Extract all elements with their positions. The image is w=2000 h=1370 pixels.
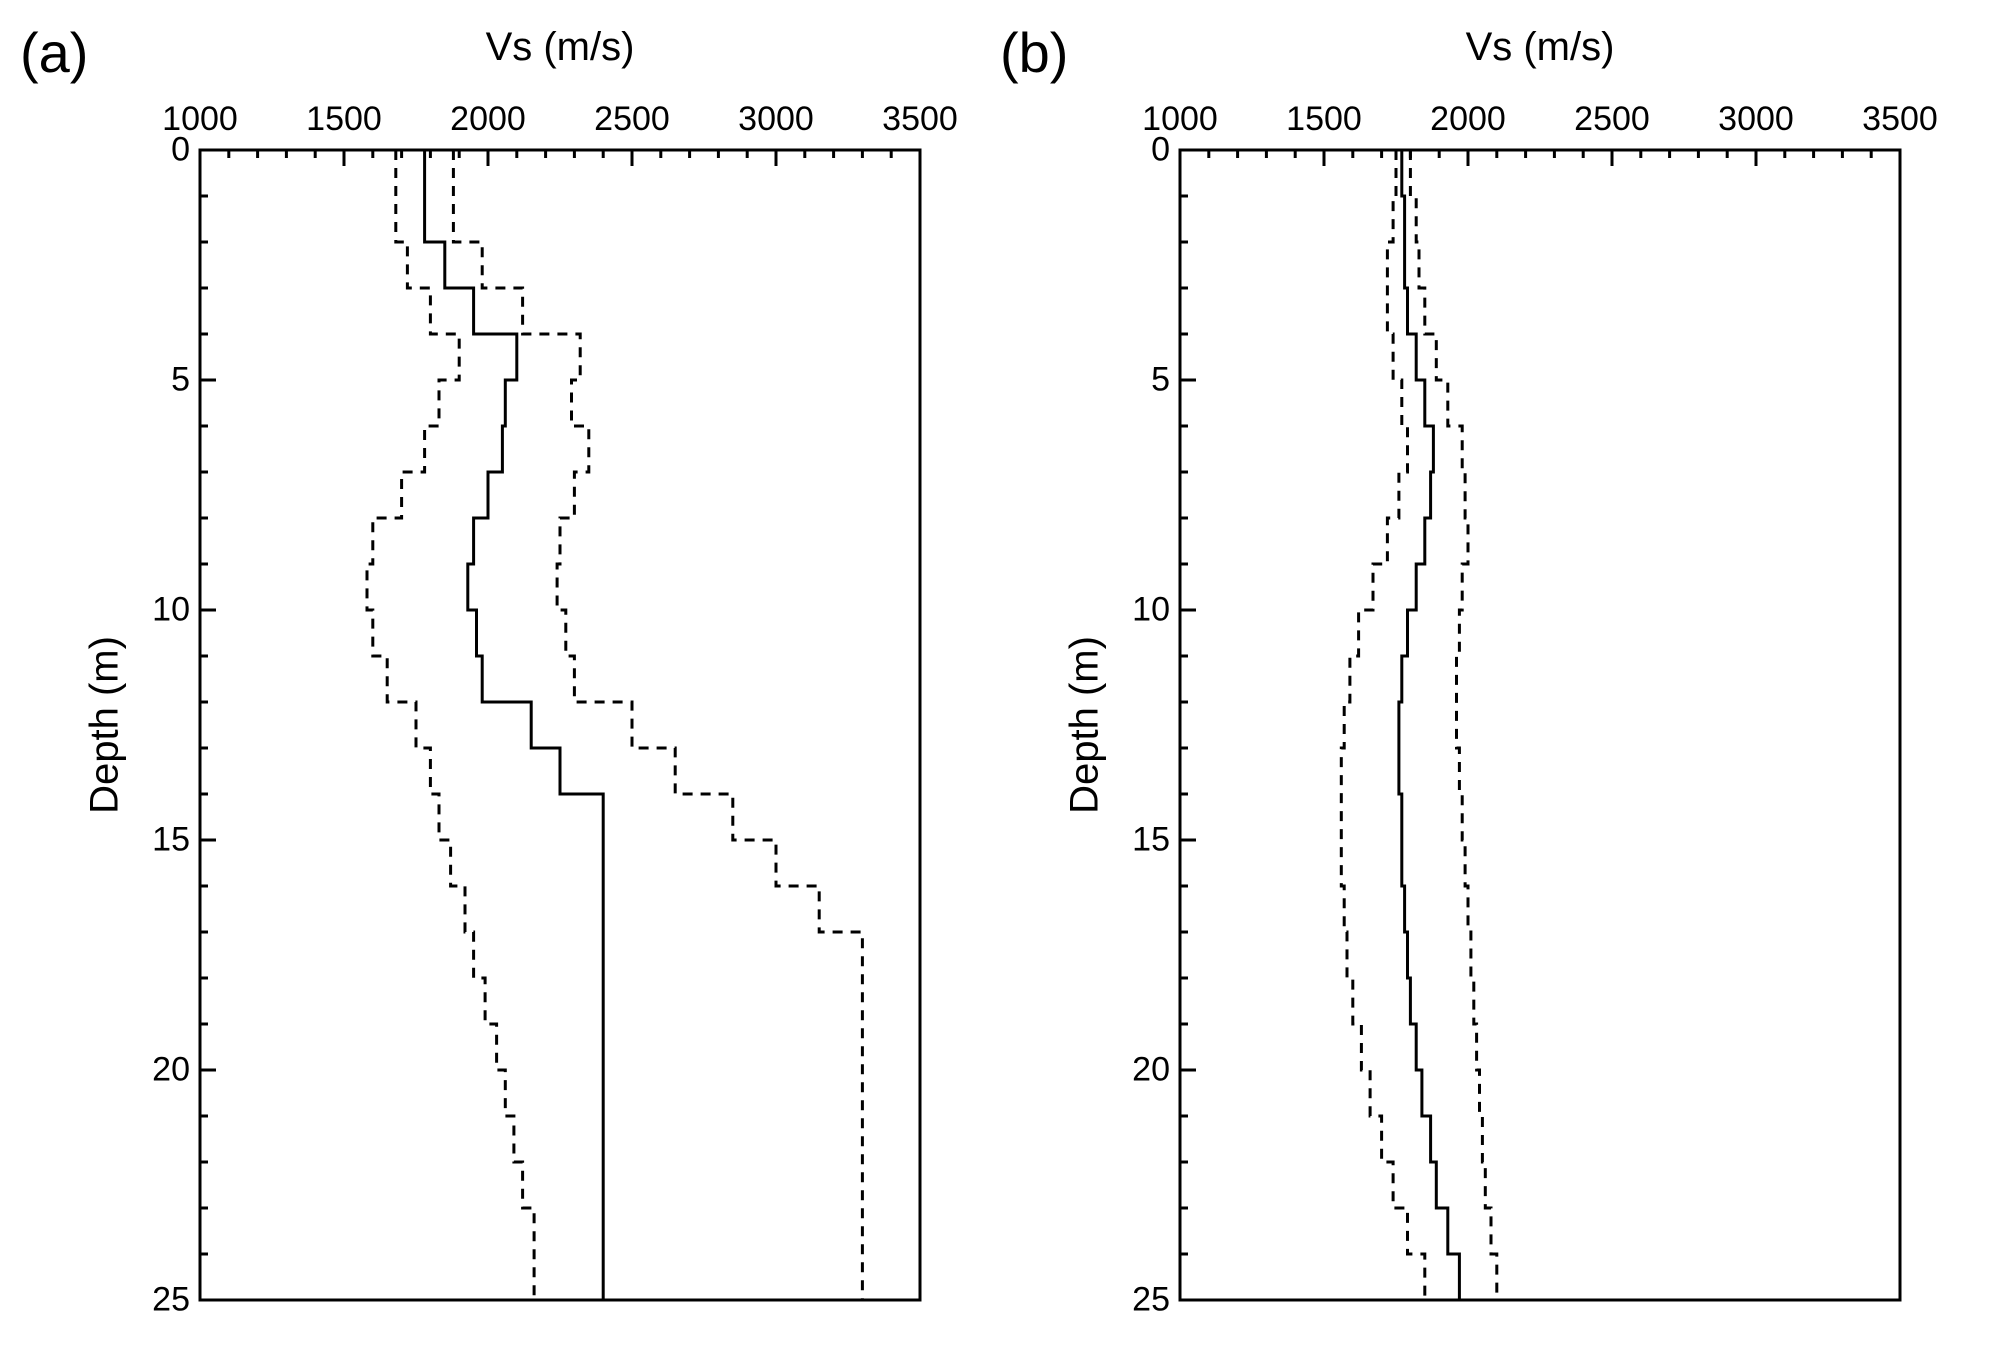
x-tick-label: 2500	[594, 100, 670, 139]
panel-letter-b: (b)	[1000, 20, 1068, 85]
y-tick-label: 0	[140, 131, 190, 170]
y-tick-label: 10	[140, 591, 190, 630]
x-axis-title-b: Vs (m/s)	[1466, 25, 1615, 70]
x-tick-label: 3500	[882, 100, 958, 139]
x-tick-label: 1500	[1286, 100, 1362, 139]
x-tick-label: 3000	[1718, 100, 1794, 139]
y-tick-label: 15	[140, 821, 190, 860]
y-tick-label: 5	[1120, 361, 1170, 400]
y-tick-label: 5	[140, 361, 190, 400]
x-tick-label: 1500	[306, 100, 382, 139]
plot-frame	[1180, 150, 1900, 1300]
series-lower_dashed	[1341, 150, 1425, 1300]
y-tick-label: 10	[1120, 591, 1170, 630]
y-tick-label: 20	[1120, 1051, 1170, 1090]
x-axis-title-a: Vs (m/s)	[486, 25, 635, 70]
figure-container: (a) Vs (m/s) Depth (m) 10 0 0 1500 2000 2500 3000…	[0, 0, 2000, 1370]
y-tick-label: 20	[140, 1051, 190, 1090]
plot-a	[200, 150, 920, 1300]
x-tick-label: 2500	[1574, 100, 1650, 139]
series-mean_solid	[1399, 150, 1460, 1300]
y-tick-label: 15	[1120, 821, 1170, 860]
y-tick-label: 25	[140, 1281, 190, 1320]
plot-b	[1180, 150, 1900, 1300]
panel-letter-a: (a)	[20, 20, 88, 85]
series-upper_dashed	[1410, 150, 1496, 1300]
x-tick-label: 3500	[1862, 100, 1938, 139]
plot-frame	[200, 150, 920, 1300]
y-axis-title-b: Depth (m)	[1063, 636, 1108, 814]
x-tick-label: 2000	[450, 100, 526, 139]
x-tick-label: 2000	[1430, 100, 1506, 139]
y-tick-label: 25	[1120, 1281, 1170, 1320]
x-tick-label: 3000	[738, 100, 814, 139]
y-axis-title-a: Depth (m)	[83, 636, 128, 814]
y-tick-label: 0	[1120, 131, 1170, 170]
series-lower_dashed	[367, 150, 534, 1300]
